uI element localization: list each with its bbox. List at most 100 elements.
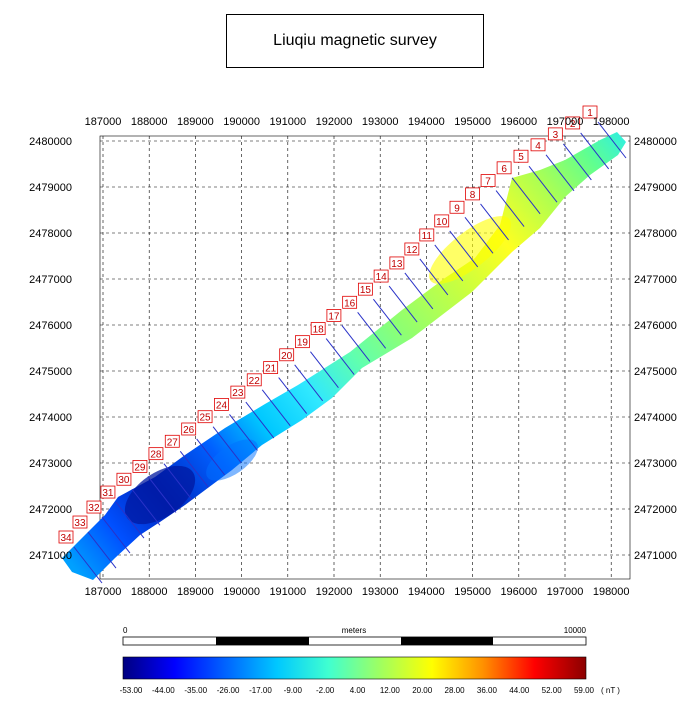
label-text: 11 [422, 231, 433, 242]
survey-line [419, 258, 449, 296]
y-tick-label-right: 2479000 [634, 182, 677, 194]
x-tick-label-bottom: 188000 [131, 586, 168, 598]
survey-line-label: 30 [116, 472, 132, 486]
survey-line [434, 244, 464, 282]
label-box [513, 149, 529, 163]
survey-line-label: 19 [295, 335, 310, 349]
survey-line [101, 516, 131, 554]
x-axis-bottom-labels: 187000 188000 189000 190000 191000 192000 1930… [85, 586, 630, 598]
label-text: 15 [360, 285, 372, 296]
survey-line [357, 311, 387, 349]
y-tick-label-right: 2471000 [634, 550, 677, 562]
x-tick-label-bottom: 192000 [316, 586, 353, 598]
label-box [373, 269, 389, 283]
y-tick-label-right: 2480000 [634, 136, 677, 148]
survey-line [464, 216, 494, 254]
survey-line-label: 31 [100, 485, 116, 499]
survey-line-label: 26 [181, 422, 197, 436]
magnetic-high-anomaly [429, 216, 511, 284]
survey-line [562, 143, 592, 181]
survey-line-label: 5 [513, 149, 529, 163]
survey-line-label: 20 [279, 348, 295, 362]
label-text: 17 [328, 311, 340, 322]
survey-area [62, 132, 626, 580]
label-box [246, 373, 262, 387]
x-tick-label-bottom: 189000 [177, 586, 214, 598]
label-text: 22 [249, 376, 261, 387]
x-tick-label-bottom: 191000 [269, 586, 306, 598]
label-text: 29 [134, 462, 146, 473]
survey-line [73, 546, 103, 584]
survey-line-label: 4 [530, 138, 546, 152]
colorbar-tick-label: -17.00 [249, 686, 272, 695]
label-text: 12 [406, 245, 418, 256]
survey-line [325, 338, 355, 375]
survey-line [261, 389, 291, 427]
label-text: 3 [553, 130, 559, 141]
label-box [181, 422, 197, 436]
label-box [86, 500, 102, 514]
scale-bar: 0 meters 10000 [122, 626, 587, 646]
label-text: 14 [376, 272, 388, 283]
survey-line-label: 3 [547, 127, 563, 141]
y-tick-label-left: 2476000 [29, 320, 72, 332]
y-tick-label-left: 2472000 [29, 504, 72, 516]
survey-line-label: 11 [419, 228, 435, 242]
survey-line-label: 21 [263, 361, 279, 375]
y-tick-label-right: 2476000 [634, 320, 677, 332]
label-text: 28 [150, 450, 162, 461]
x-tick-label-top: 187000 [85, 116, 122, 128]
label-box [72, 515, 88, 529]
scale-bar-unit-label: meters [342, 626, 366, 635]
label-text: 18 [313, 325, 325, 336]
label-text: 32 [88, 503, 100, 514]
survey-line [404, 272, 434, 310]
label-text: 16 [344, 298, 356, 309]
label-text: 31 [102, 488, 114, 499]
survey-line-label: 6 [496, 161, 512, 175]
x-tick-label-top: 194000 [408, 116, 445, 128]
label-box [530, 138, 546, 152]
x-tick-label-bottom: 198000 [593, 586, 630, 598]
label-text: 34 [60, 533, 72, 544]
survey-line-label: 13 [389, 256, 405, 270]
y-tick-label-right: 2472000 [634, 504, 677, 516]
coordinate-grid [100, 136, 630, 579]
survey-line [449, 230, 479, 268]
y-tick-label-left: 2480000 [29, 136, 72, 148]
y-tick-label-left: 2475000 [29, 366, 72, 378]
label-box [404, 242, 420, 256]
survey-line [87, 531, 117, 569]
survey-line-label: 29 [132, 460, 148, 473]
y-tick-label-left: 2478000 [29, 228, 72, 240]
x-tick-label-bottom: 195000 [454, 586, 491, 598]
scale-bar-end-label: 10000 [564, 626, 587, 635]
survey-line-label: 2 [565, 116, 581, 130]
survey-line [341, 325, 371, 362]
label-box [164, 434, 180, 448]
label-box [565, 116, 581, 130]
survey-line-labels: 1234567891011121314151617181920212223242… [58, 105, 598, 544]
label-text: 19 [297, 338, 309, 349]
label-text: 26 [183, 425, 195, 436]
label-text: 10 [436, 217, 448, 228]
colorbar-tick-label: -44.00 [152, 686, 175, 695]
x-tick-label-top: 195000 [454, 116, 491, 128]
magnetic-mid-anomaly [206, 439, 258, 481]
survey-line [528, 165, 558, 203]
label-box [496, 161, 512, 175]
colorbar-tick-label: -26.00 [217, 686, 240, 695]
colorbar-unit-label: ( nT ) [601, 686, 620, 695]
survey-line-label: 14 [373, 269, 389, 283]
survey-line-label: 8 [465, 187, 480, 201]
label-box [263, 361, 279, 374]
survey-line [545, 154, 575, 192]
y-axis-right-labels: 2480000 2479000 2478000 2477000 2476000 24750… [634, 136, 677, 562]
label-box [148, 447, 164, 461]
survey-line [480, 203, 509, 241]
label-text: 5 [518, 152, 524, 163]
scale-bar-start-label: 0 [123, 626, 128, 635]
label-text: 7 [485, 177, 491, 188]
x-tick-label-bottom: 187000 [85, 586, 122, 598]
